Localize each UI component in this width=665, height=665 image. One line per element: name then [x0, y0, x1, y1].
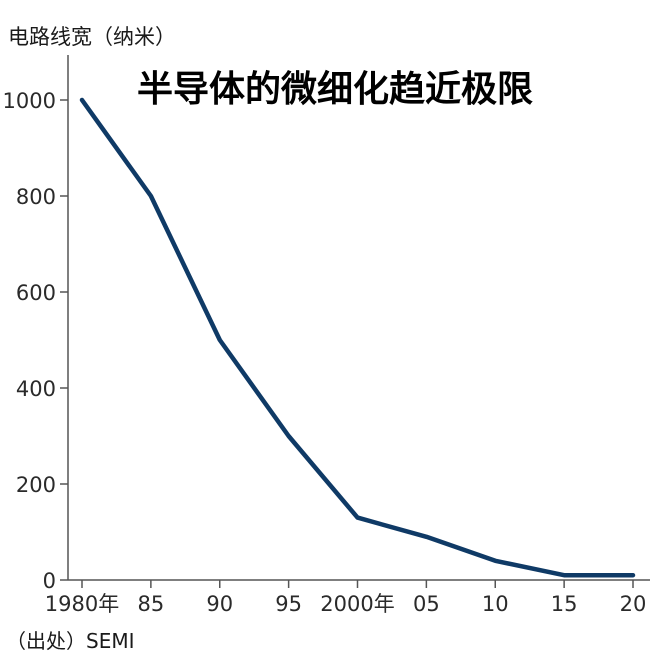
chart-title: 半导体的微细化趋近极限: [137, 69, 533, 110]
y-tick-label: 400: [16, 377, 56, 401]
source-note: （出处）SEMI: [6, 629, 135, 653]
x-tick-label: 10: [482, 592, 509, 616]
x-tick-label: 20: [620, 592, 647, 616]
x-tick-label: 1980年: [45, 592, 119, 616]
y-tick-label: 200: [16, 473, 56, 497]
y-axis-label: 电路线宽（纳米）: [8, 25, 176, 49]
series-group: [79, 97, 636, 578]
x-tick-label: 90: [206, 592, 233, 616]
x-tick-label: 15: [551, 592, 578, 616]
x-tick-label: 85: [138, 592, 165, 616]
x-ticks: 1980年 85 90 95 2000年 05 10 15 20: [45, 580, 647, 616]
x-tick-label: 95: [275, 592, 302, 616]
x-tick-label: 2000年: [320, 592, 394, 616]
y-tick-label: 0: [43, 569, 56, 593]
axes: [67, 55, 650, 581]
series-line: [79, 97, 636, 578]
y-tick-label: 1000: [3, 89, 56, 113]
y-ticks: 0 200 400 600 800 1000: [3, 89, 68, 593]
x-tick-label: 05: [413, 592, 440, 616]
y-tick-label: 600: [16, 281, 56, 305]
y-tick-label: 800: [16, 185, 56, 209]
